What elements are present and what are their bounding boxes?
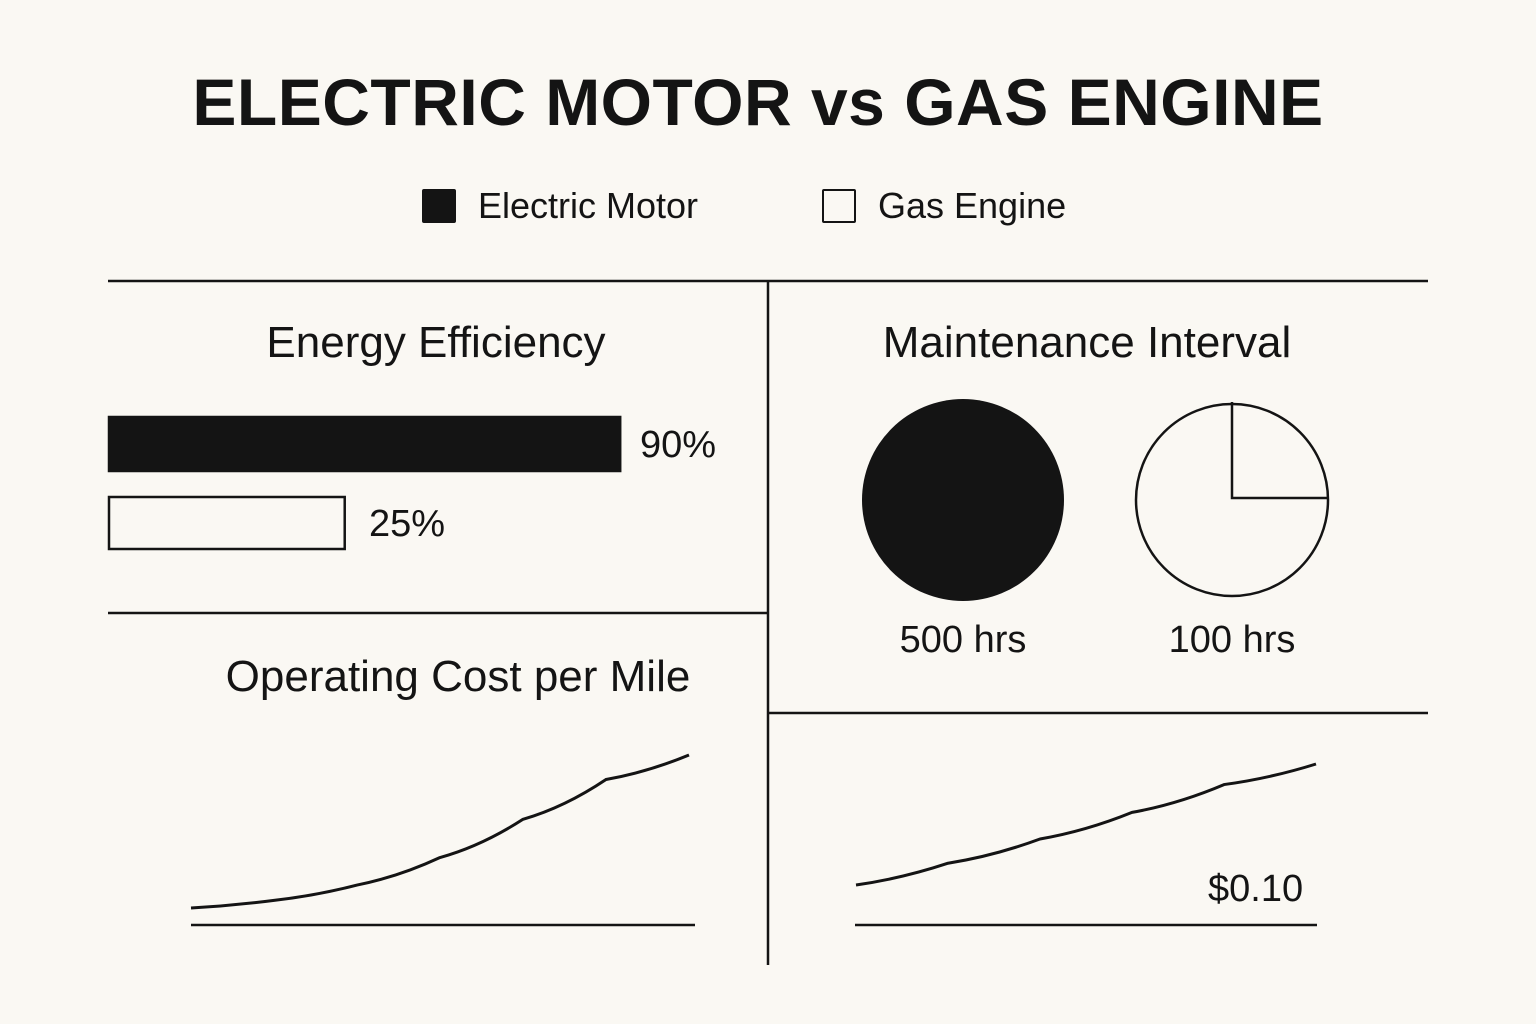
panel-title-operating-cost: Operating Cost per Mile (225, 652, 691, 701)
value-label-gas-maintenance: 100 hrs (1168, 619, 1296, 661)
operating-cost-line (190, 753, 690, 910)
legend-label-gas: Gas Engine (878, 185, 1067, 226)
panel-title-efficiency: Energy Efficiency (266, 318, 606, 367)
value-label-electric-maintenance: 500 hrs (899, 619, 1027, 661)
bar-electric-efficiency (107, 415, 622, 473)
panel-title-maintenance: Maintenance Interval (882, 318, 1292, 367)
value-label-electric-efficiency: 90% (640, 424, 717, 466)
bar-gas-efficiency (107, 495, 346, 551)
cost-line-right (855, 762, 1317, 887)
legend-item-electric: Electric Motor (422, 185, 699, 226)
page-title: ELECTRIC MOTOR vs GAS ENGINE (192, 65, 1324, 139)
legend-swatch-outline (822, 189, 856, 223)
pie-electric-maintenance (862, 399, 1064, 601)
legend-item-gas: Gas Engine (822, 185, 1067, 226)
value-label-gas-efficiency: 25% (369, 503, 446, 545)
legend-label-electric: Electric Motor (478, 185, 699, 226)
cost-annotation: $0.10 (1208, 868, 1304, 910)
legend-swatch-filled (422, 189, 456, 223)
pie-gas-slice (1230, 402, 1328, 500)
